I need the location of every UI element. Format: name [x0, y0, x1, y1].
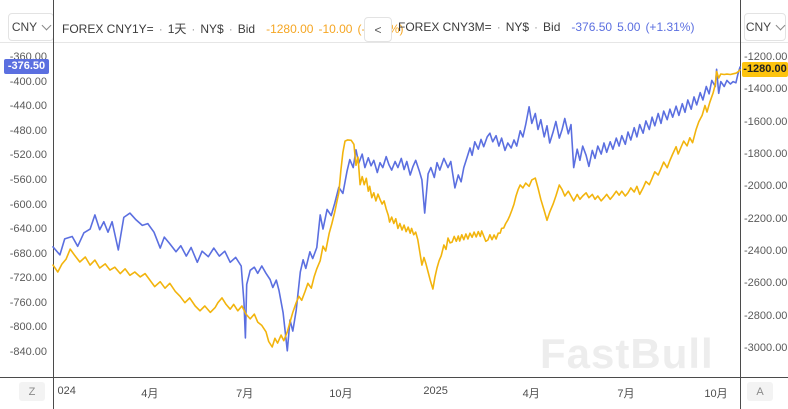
series1-field: Bid — [237, 21, 256, 36]
right-currency-label: CNY — [745, 20, 772, 34]
left-axis-tick-label: -840.00 — [9, 346, 47, 358]
right-axis-line — [740, 0, 741, 409]
left-axis-tick-label: -640.00 — [9, 223, 47, 236]
time-axis-label: 7月 — [617, 388, 635, 400]
legend-series2[interactable]: FOREX CNY3M= · NY$ · Bid -376.50 5.00 (+… — [398, 20, 694, 34]
x-axis-line — [0, 377, 788, 378]
time-axis-label: 4月 — [141, 388, 159, 400]
separator-dot: · — [228, 21, 233, 36]
series2-field: Bid — [543, 20, 561, 34]
collapse-icon: < — [374, 22, 382, 37]
left-axis-tick-label: -680.00 — [9, 247, 47, 260]
series2-venue: NY$ — [505, 20, 530, 34]
series1-symbol: FOREX CNY1Y= — [62, 21, 154, 36]
header-divider — [0, 42, 788, 43]
right-axis-tick-label: -1400.00 — [744, 83, 788, 96]
time-axis-label: 024 — [57, 385, 76, 397]
right-axis-tick-label: -2600.00 — [744, 277, 788, 290]
left-axis-tick-label: -520.00 — [9, 149, 47, 162]
series1-price: -1280.00 — [266, 21, 314, 36]
left-axis-tick-label: -560.00 — [9, 173, 47, 186]
left-axis-tick-label: -440.00 — [9, 100, 47, 113]
left-axis-tick-label: -400.00 — [9, 75, 47, 88]
right-axis-tick-label: -2000.00 — [744, 180, 788, 193]
line-forex-cny3m- — [52, 66, 741, 352]
separator-dot: · — [191, 21, 196, 36]
series1-venue: NY$ — [200, 21, 224, 36]
separator-dot: · — [534, 20, 539, 34]
time-axis-label: 10月 — [704, 388, 728, 400]
right-axis-tick-label: -2400.00 — [744, 245, 788, 257]
separator-dot: · — [158, 21, 163, 36]
left-axis-tick-label: -760.00 — [9, 296, 47, 309]
series1-interval: 1天 — [167, 22, 187, 36]
right-axis-tick-label: -3000.00 — [744, 342, 788, 354]
right-axis-tick-label: -1800.00 — [744, 148, 788, 160]
collapse-legend-button[interactable]: < — [364, 17, 392, 42]
auto-scale-button-label: A — [756, 385, 764, 398]
time-axis-label: 2025 — [423, 385, 448, 397]
left-axis-tick-label: -800.00 — [9, 321, 47, 334]
right-axis-tick-label: -2800.00 — [744, 309, 788, 322]
current-price-marker-cny3m: -376.50 — [4, 59, 49, 75]
left-axis-tick-label: -600.00 — [9, 198, 47, 211]
right-axis-tick-label: -1600.00 — [744, 115, 788, 128]
left-axis-line — [53, 0, 54, 409]
series2-change: 5.00 — [617, 20, 641, 34]
watermark-logo: FastBull — [540, 330, 714, 377]
time-axis-label: 4月 — [522, 388, 540, 400]
timezone-button-label: Z — [28, 385, 36, 398]
left-currency-label: CNY — [11, 20, 38, 34]
separator-dot: · — [496, 20, 501, 34]
series2-price: -376.50 — [571, 20, 613, 34]
line-forex-cny1y- — [52, 69, 741, 348]
left-axis-tick-label: -480.00 — [9, 124, 47, 137]
right-axis-tick-label: -1200.00 — [744, 51, 788, 63]
series2-change-pct: (+1.31%) — [645, 20, 695, 34]
timezone-button[interactable]: Z — [19, 382, 45, 401]
left-axis-currency-dropdown[interactable]: CNY — [8, 13, 54, 41]
auto-scale-button[interactable]: A — [747, 382, 773, 401]
series1-change: -10.00 — [318, 21, 353, 36]
current-price-marker-cny1y: -1280.00 — [742, 61, 788, 77]
time-axis-label: 7月 — [236, 388, 254, 400]
time-axis-label: 10月 — [329, 388, 353, 400]
left-axis-tick-label: -720.00 — [9, 272, 47, 285]
right-axis-tick-label: -2200.00 — [744, 212, 788, 225]
right-axis-currency-dropdown[interactable]: CNY — [744, 13, 786, 41]
series2-symbol: FOREX CNY3M= — [398, 20, 492, 34]
